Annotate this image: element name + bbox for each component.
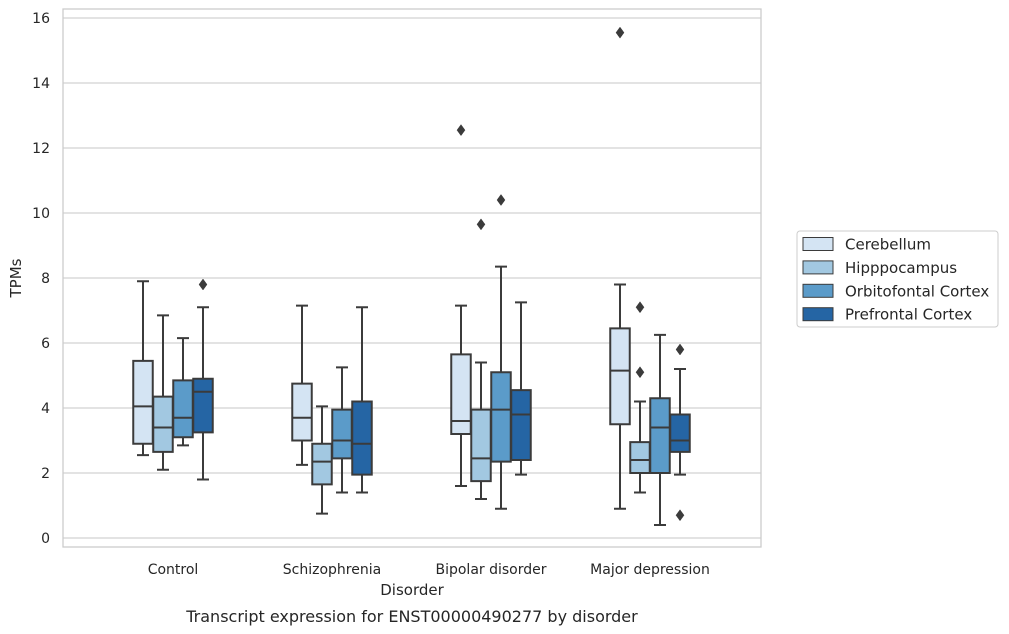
y-tick-label: 8 xyxy=(41,271,50,287)
outlier-point xyxy=(675,509,685,522)
legend-label: Prefrontal Cortex xyxy=(845,306,972,324)
y-axis-label: TPMs xyxy=(7,258,25,298)
box-2-1 xyxy=(331,366,353,494)
outlier-point xyxy=(675,343,685,356)
plot-frame xyxy=(62,8,762,548)
chart-caption: Transcript expression for ENST0000049027… xyxy=(185,607,638,626)
box-3-1 xyxy=(351,306,373,494)
box-0-3 xyxy=(609,26,631,510)
legend-swatch xyxy=(802,283,834,298)
y-tick-label: 0 xyxy=(41,531,50,547)
box-iqr xyxy=(331,408,353,460)
x-tick-labels: Control Schizophrenia Bipolar disorder Majo… xyxy=(148,562,710,578)
legend-label: Hipppocampus xyxy=(845,259,957,277)
box-0-1 xyxy=(291,304,313,466)
legend: Cerebellum Hipppocampus Orbitofontal Corte… xyxy=(796,230,999,328)
legend-label: Cerebellum xyxy=(845,236,931,254)
box-1-2 xyxy=(470,218,492,500)
box-iqr xyxy=(172,379,194,439)
box-iqr xyxy=(490,371,512,463)
outlier-point xyxy=(456,124,466,137)
outlier-point xyxy=(198,278,208,291)
y-tick-label: 2 xyxy=(41,466,50,482)
x-tick-label: Schizophrenia xyxy=(283,562,381,578)
y-tick-label: 4 xyxy=(41,401,50,417)
box-1-3 xyxy=(629,301,651,494)
box-iqr xyxy=(649,397,671,474)
legend-swatch xyxy=(802,237,834,251)
box-groups xyxy=(132,26,691,526)
legend-label: Orbitofontal Cortex xyxy=(845,282,989,300)
box-iqr xyxy=(669,413,691,453)
y-tick-label: 6 xyxy=(41,336,50,352)
outlier-point xyxy=(615,26,625,39)
x-tick-label: Bipolar disorder xyxy=(435,562,546,578)
box-iqr xyxy=(311,442,333,486)
box-iqr xyxy=(470,408,492,483)
box-iqr xyxy=(132,359,154,445)
x-tick-label: Major depression xyxy=(590,562,710,578)
legend-swatch xyxy=(802,307,834,322)
box-iqr xyxy=(192,377,214,434)
box-iqr xyxy=(450,353,472,435)
box-iqr xyxy=(351,400,373,476)
legend-frame xyxy=(796,230,999,328)
y-tick-labels: 0 2 4 6 8 10 12 14 16 xyxy=(32,11,50,547)
box-iqr xyxy=(510,389,532,461)
box-iqr xyxy=(629,441,651,474)
box-iqr xyxy=(152,395,174,453)
outlier-point xyxy=(635,301,645,314)
y-tick-label: 10 xyxy=(32,206,50,222)
box-1-1 xyxy=(311,405,333,515)
box-iqr xyxy=(291,382,313,442)
box-3-3 xyxy=(669,343,691,522)
y-tick-label: 14 xyxy=(32,76,50,92)
outlier-point xyxy=(635,366,645,379)
box-0-2 xyxy=(450,124,472,487)
outlier-point xyxy=(496,194,506,206)
legend-swatch xyxy=(802,260,834,275)
y-tick-label: 16 xyxy=(32,11,50,27)
x-axis-label: Disorder xyxy=(380,581,444,599)
box-2-2 xyxy=(490,194,512,510)
box-2-3 xyxy=(649,333,671,526)
outlier-point xyxy=(476,218,486,231)
box-3-0 xyxy=(192,278,214,481)
box-iqr xyxy=(609,327,631,426)
y-tick-label: 12 xyxy=(32,141,50,157)
box-3-2 xyxy=(510,301,532,476)
x-tick-label: Control xyxy=(148,562,199,578)
